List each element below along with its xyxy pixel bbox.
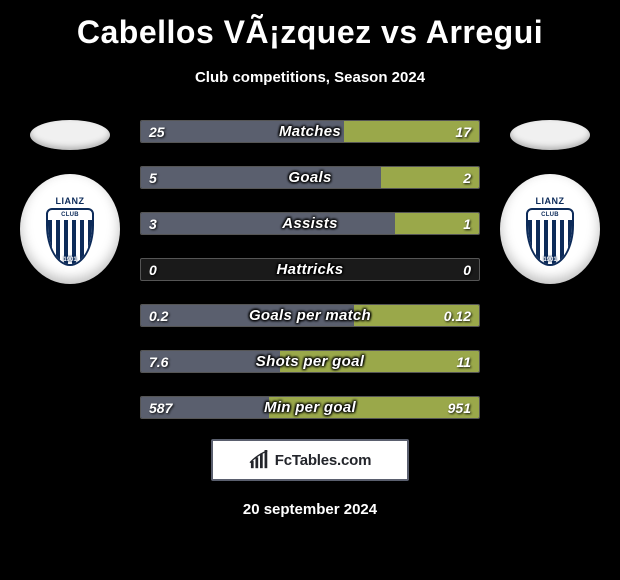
- stat-row: 0.2Goals per match0.12: [140, 304, 480, 327]
- stat-value-right: 951: [448, 400, 479, 416]
- page-subtitle: Club competitions, Season 2024: [0, 69, 620, 86]
- chart-icon: [249, 450, 271, 470]
- stat-row: 25Matches17: [140, 120, 480, 143]
- stat-label: Hattricks: [141, 261, 479, 278]
- stat-row: 5Goals2: [140, 166, 480, 189]
- date-stamp: 20 september 2024: [0, 501, 620, 518]
- stat-label: Goals per match: [141, 307, 479, 324]
- stat-value-right: 17: [455, 124, 479, 140]
- stat-row: 587Min per goal951: [140, 396, 480, 419]
- attribution-logo: FcTables.com: [249, 450, 372, 470]
- stat-label: Assists: [141, 215, 479, 232]
- stat-value-right: 2: [463, 170, 479, 186]
- stats-list: 25Matches17 5Goals2 3Assists1 0Hattricks0 0.…: [0, 120, 620, 419]
- stat-label: Goals: [141, 169, 479, 186]
- stat-value-right: 11: [456, 354, 479, 370]
- stat-row: 0Hattricks0: [140, 258, 480, 281]
- stat-value-right: 0.12: [444, 308, 479, 324]
- attribution-box: FcTables.com: [211, 439, 409, 481]
- stat-label: Min per goal: [141, 399, 479, 416]
- stat-row: 3Assists1: [140, 212, 480, 235]
- page-title: Cabellos VÃ¡zquez vs Arregui: [0, 0, 620, 51]
- attribution-text: FcTables.com: [275, 452, 372, 469]
- stat-label: Shots per goal: [141, 353, 479, 370]
- stat-value-right: 1: [463, 216, 479, 232]
- stat-value-right: 0: [463, 262, 479, 278]
- stat-row: 7.6Shots per goal11: [140, 350, 480, 373]
- comparison-card: Cabellos VÃ¡zquez vs Arregui Club compet…: [0, 0, 620, 580]
- stat-label: Matches: [141, 123, 479, 140]
